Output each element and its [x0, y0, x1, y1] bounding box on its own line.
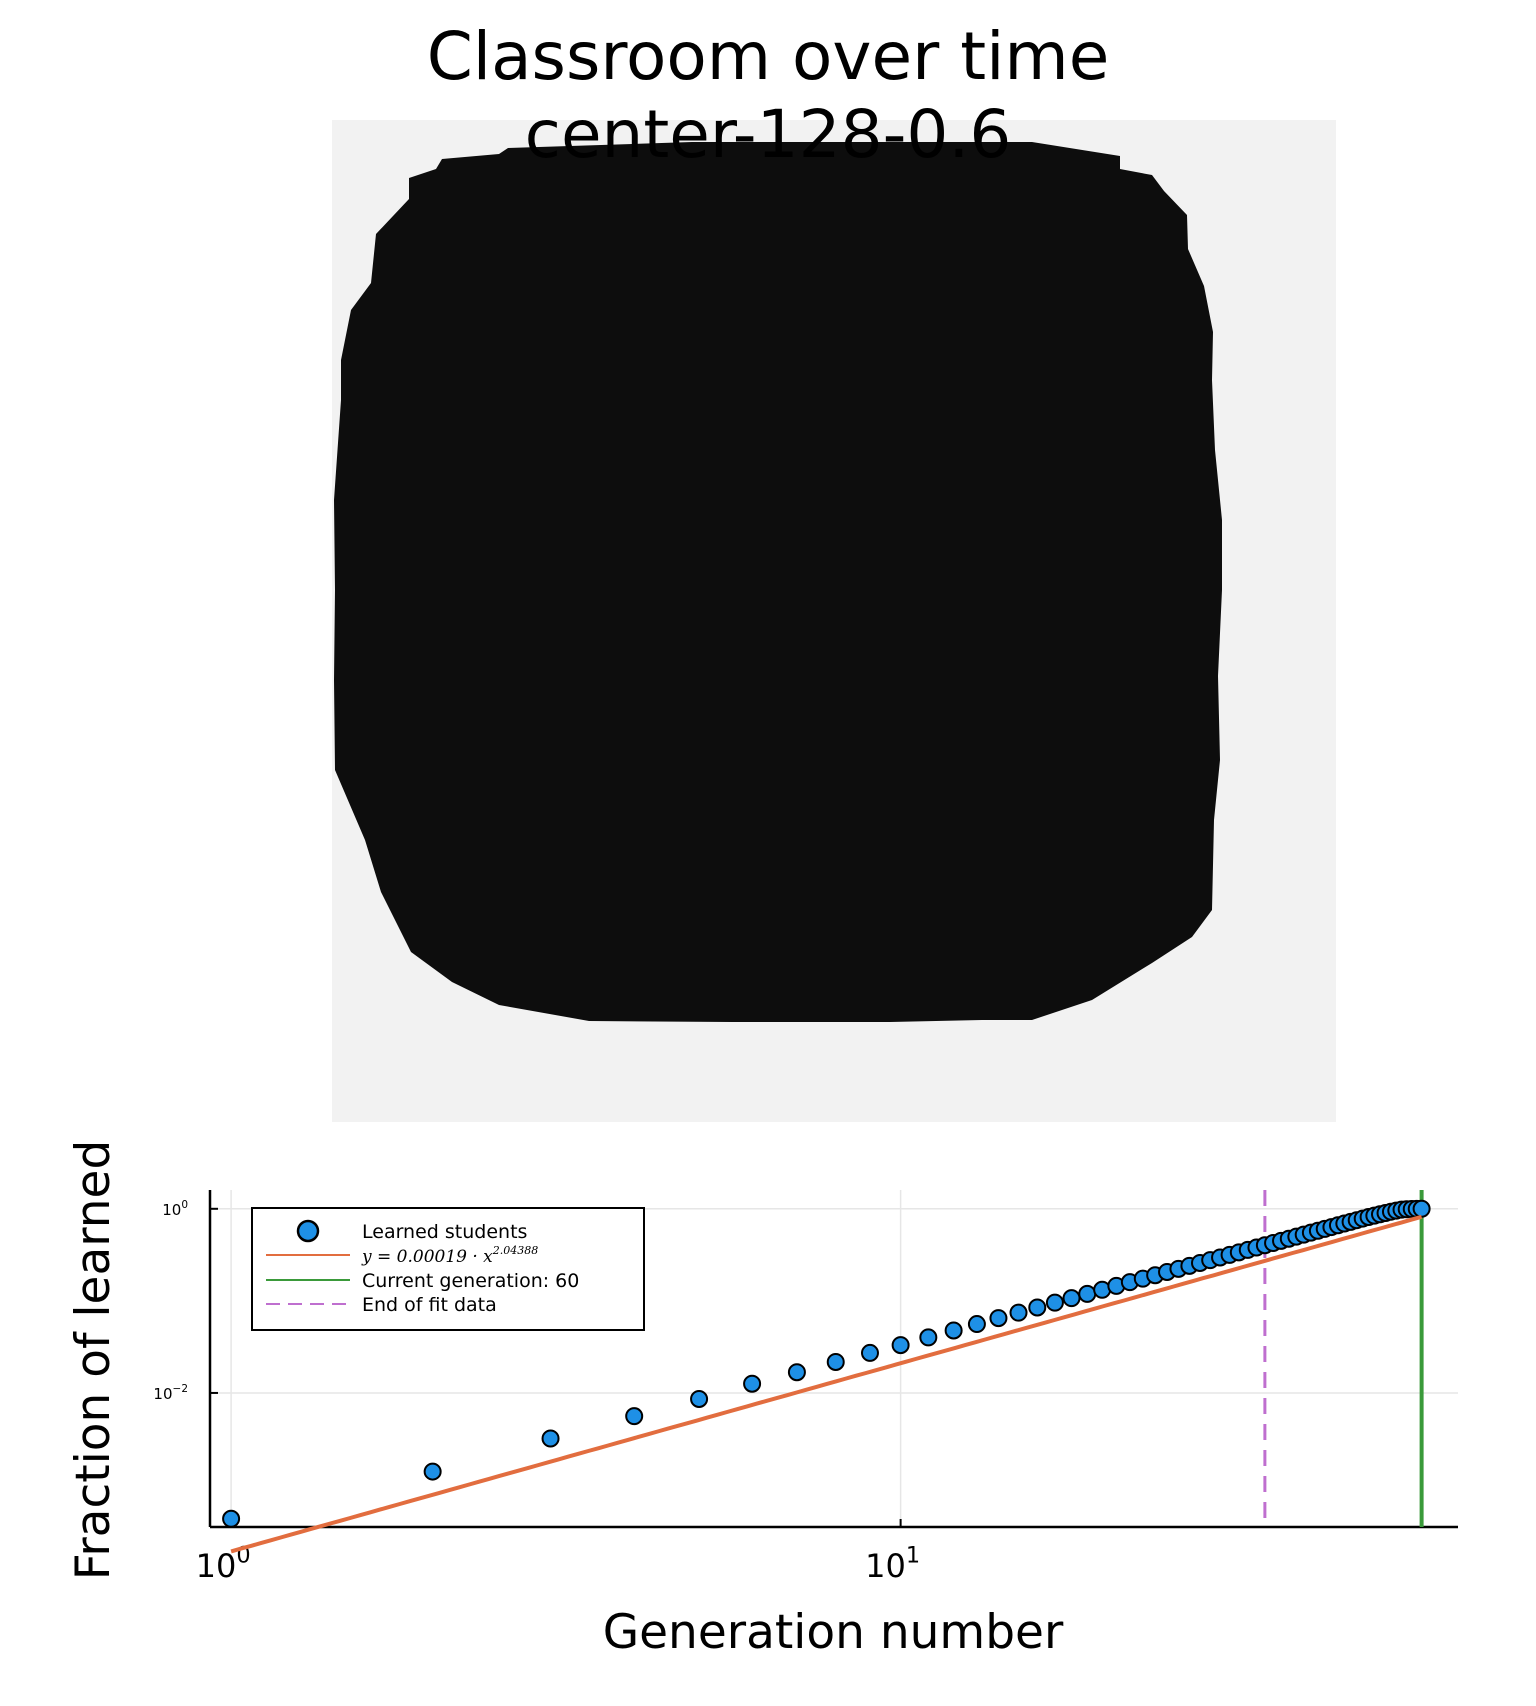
learned-point — [743, 1374, 762, 1393]
learned-point — [690, 1389, 709, 1408]
learned-point — [1062, 1289, 1081, 1308]
learned-point — [989, 1309, 1008, 1328]
legend-label-current: Current generation: 60 — [362, 1270, 579, 1292]
learned-point — [1045, 1293, 1064, 1312]
y-axis-label: Fraction of learned — [66, 1140, 121, 1581]
learned-point — [787, 1363, 806, 1382]
classroom-heatmap-fill — [334, 142, 1222, 1022]
learned-point — [625, 1407, 644, 1426]
y-tick-label: 10−2 — [153, 1383, 188, 1403]
axes — [208, 1190, 1458, 1529]
learned-region — [334, 142, 1222, 1022]
learned-point — [1078, 1284, 1097, 1303]
legend-label-end: End of fit data — [362, 1294, 497, 1316]
legend-scatter-marker — [296, 1219, 320, 1243]
x-axis-label: Generation number — [603, 1605, 1064, 1660]
learned-point — [944, 1321, 963, 1340]
learned-point — [1412, 1199, 1431, 1218]
learned-point — [1028, 1298, 1047, 1317]
learned-point — [1009, 1303, 1028, 1322]
classroom-heatmap — [332, 120, 1336, 1122]
learned-point — [919, 1328, 938, 1347]
learned-point — [423, 1462, 442, 1481]
learned-point — [860, 1343, 879, 1362]
legend-label-learned: Learned students — [362, 1221, 527, 1243]
x-tick-label: 101 — [865, 1543, 920, 1585]
learned-point — [222, 1509, 241, 1528]
chart-title: Classroom over time — [426, 18, 1110, 95]
learned-point — [826, 1352, 845, 1371]
learned-point — [967, 1315, 986, 1334]
series — [222, 1190, 1431, 1554]
learned-point — [891, 1336, 910, 1355]
y-tick-label: 100 — [162, 1199, 188, 1219]
learned-point — [541, 1429, 560, 1448]
chart-subtitle: center-128-0.6 — [524, 96, 1012, 173]
fit-line — [230, 1214, 1423, 1554]
